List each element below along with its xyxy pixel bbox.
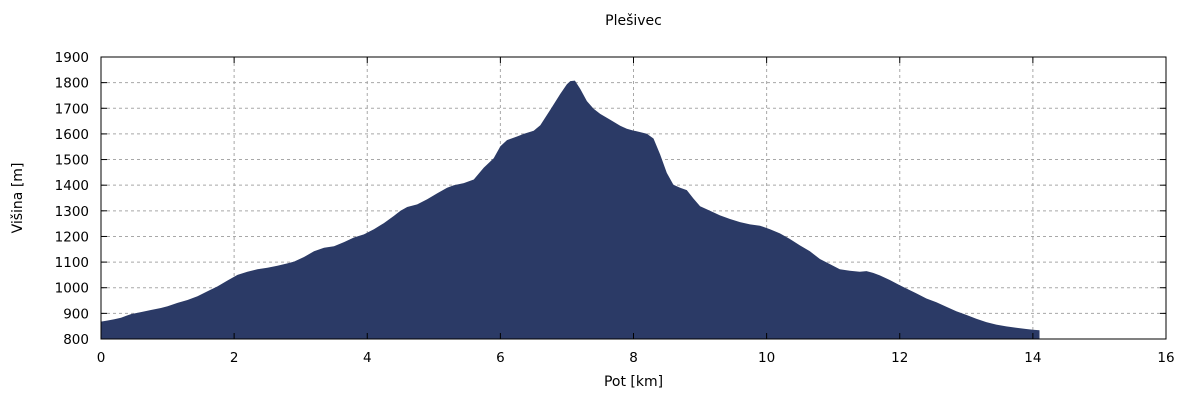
y-tick-label: 1100 (55, 255, 89, 271)
y-tick-label: 800 (63, 332, 89, 348)
y-tick-label: 1000 (55, 281, 89, 297)
elevation-area (101, 80, 1040, 339)
y-tick-label: 1200 (55, 229, 89, 245)
y-tick-label: 1600 (55, 127, 89, 143)
x-tick-label: 10 (758, 350, 775, 366)
y-tick-label: 1700 (55, 101, 89, 117)
x-tick-label: 2 (230, 350, 239, 366)
x-tick-label: 12 (891, 350, 908, 366)
x-tick-label: 14 (1024, 350, 1041, 366)
chart-title: Plešivec (605, 13, 662, 29)
y-tick-label: 1900 (55, 50, 89, 66)
x-tick-label: 16 (1157, 350, 1174, 366)
x-tick-label: 4 (363, 350, 372, 366)
x-axis-label: Pot [km] (603, 374, 664, 390)
x-tick-label: 0 (97, 350, 106, 366)
y-tick-label: 1400 (55, 178, 89, 194)
y-tick-label: 1300 (55, 204, 89, 220)
y-tick-label: 900 (63, 306, 89, 322)
x-tick-label: 8 (629, 350, 638, 366)
x-tick-label: 6 (496, 350, 505, 366)
y-tick-label: 1800 (55, 76, 89, 92)
y-tick-label: 1500 (55, 153, 89, 169)
